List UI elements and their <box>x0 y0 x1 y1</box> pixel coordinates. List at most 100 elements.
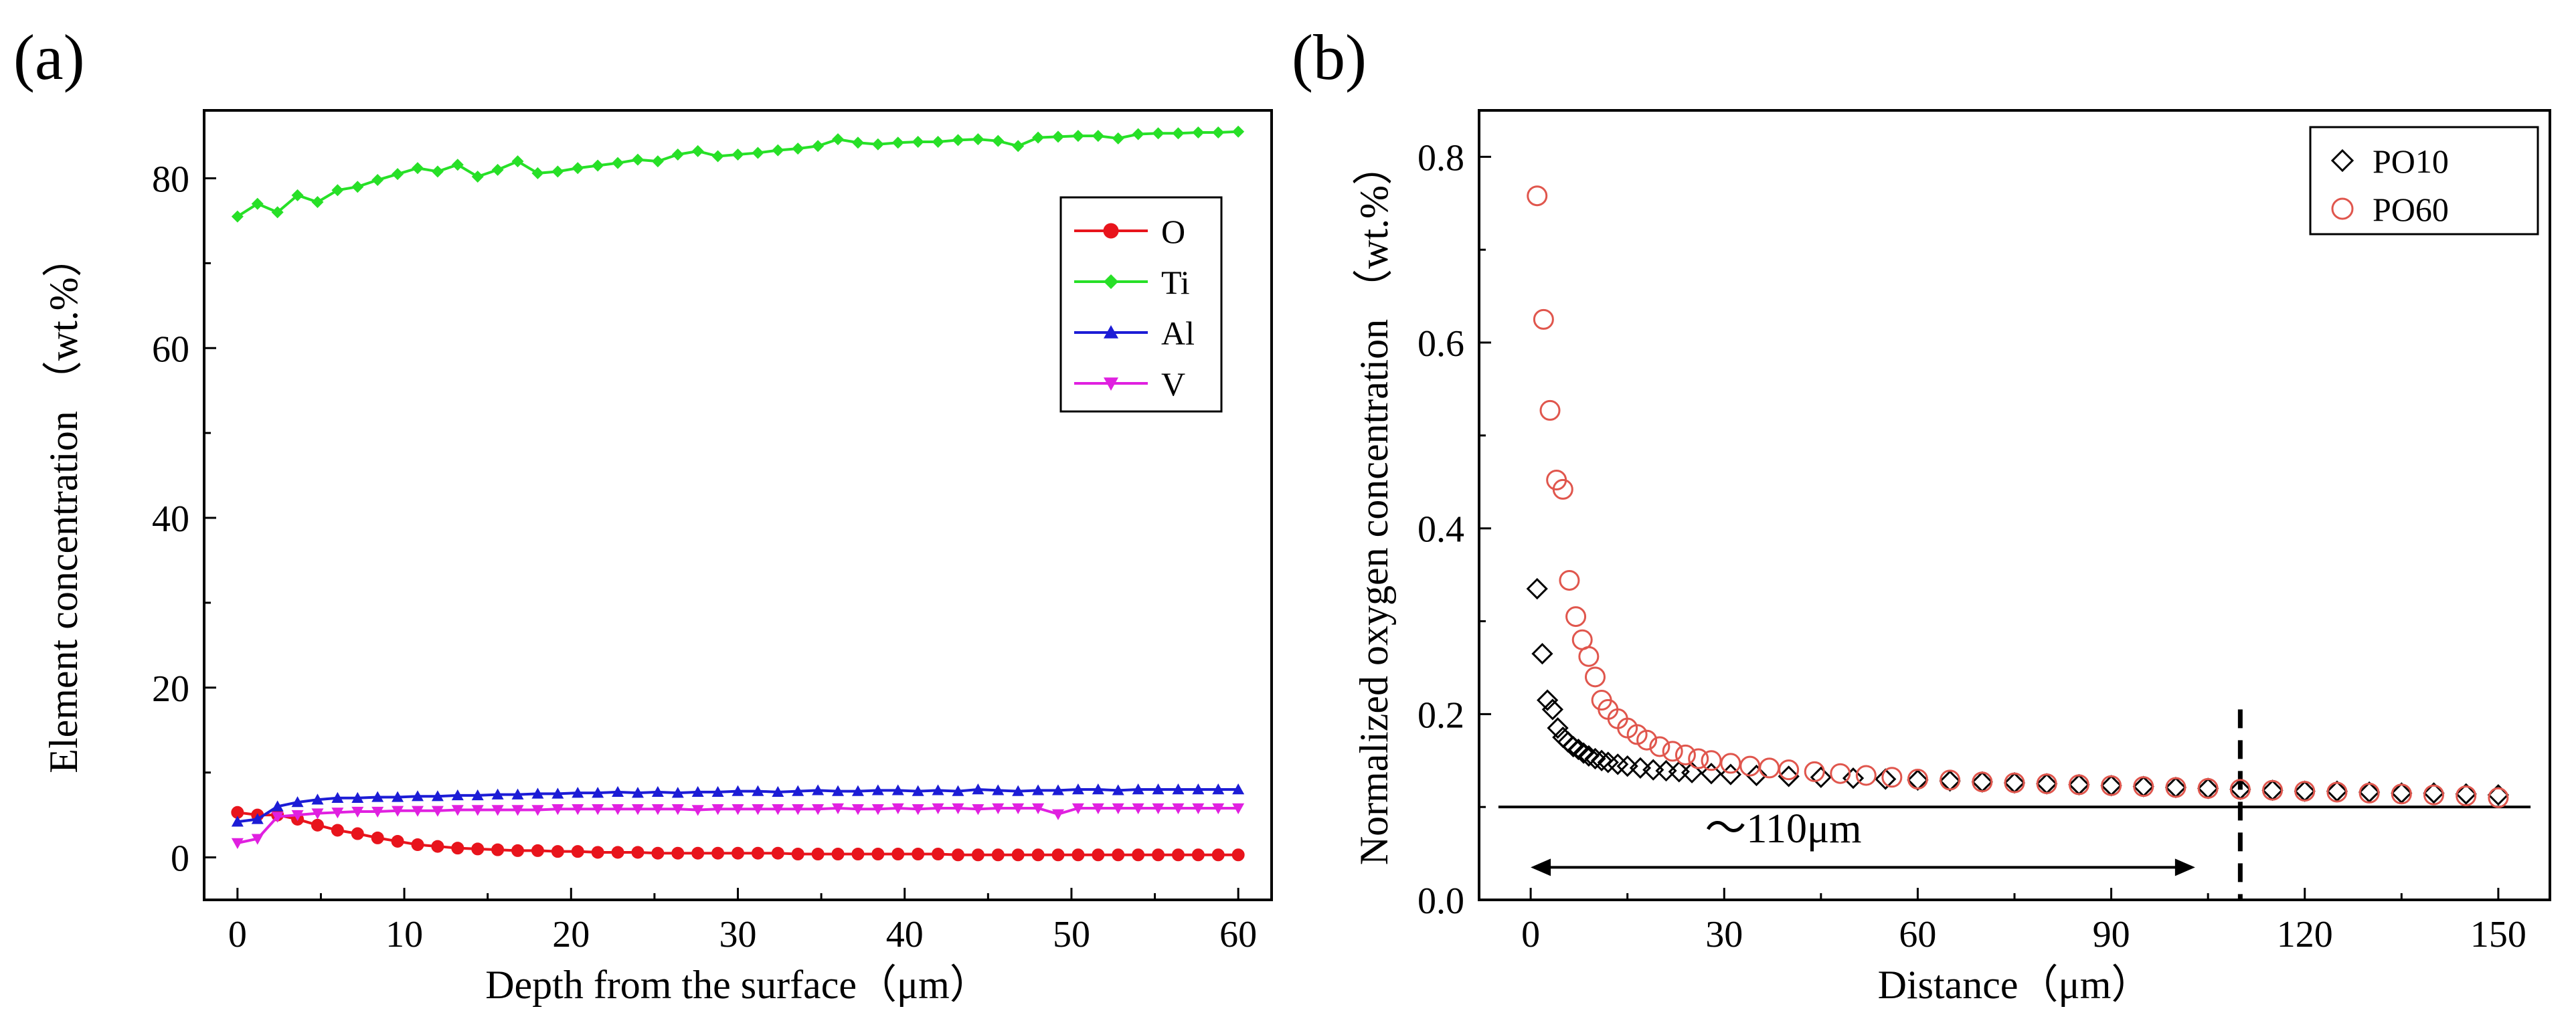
chart-b-y-axis-label: Normalized oxygen concentration （wt.%） <box>1352 145 1396 865</box>
data-point-ti <box>392 168 404 181</box>
chart-a-y-axis-label: Element concentration （wt.%） <box>41 237 86 773</box>
data-point-po60 <box>1778 759 1800 781</box>
data-point-al <box>1052 784 1064 795</box>
data-point-al <box>812 784 825 795</box>
data-point-al <box>671 787 684 798</box>
data-point-v <box>871 804 884 816</box>
chart-a-y-tick-label: 80 <box>152 159 189 201</box>
data-point-ti <box>631 153 644 166</box>
chart-b-ticks: 0 30 60 90 120 150 0.0 0.2 0.4 0.6 0.8 <box>1418 137 2526 955</box>
data-point-v <box>471 805 484 816</box>
data-point-po10 <box>1616 755 1638 777</box>
data-point-po10 <box>1547 717 1569 739</box>
data-point-po60 <box>2036 773 2057 794</box>
data-point-o <box>1132 848 1145 862</box>
chart-a-x-tick-label: 50 <box>1053 914 1090 955</box>
chart-a-x-tick-label: 40 <box>886 914 924 955</box>
data-point-po60 <box>1565 606 1587 628</box>
data-point-al <box>1212 783 1225 795</box>
data-point-o <box>851 847 865 860</box>
data-point-v <box>752 804 764 816</box>
data-point-o <box>551 845 564 858</box>
data-point-al <box>351 791 364 803</box>
chart-a-x-axis-label: Depth from the surface（μm） <box>485 963 990 1007</box>
data-point-v <box>792 804 804 816</box>
data-point-al <box>851 785 864 796</box>
data-point-ti <box>311 196 324 209</box>
data-point-po60 <box>1830 763 1851 784</box>
data-point-al <box>711 785 724 798</box>
data-point-v <box>812 804 825 816</box>
data-point-po60 <box>2326 781 2348 803</box>
data-point-v <box>231 838 244 849</box>
data-point-o <box>611 846 624 859</box>
data-point-al <box>511 788 524 800</box>
chart-a-y-tick-label: 60 <box>152 329 189 370</box>
data-point-al <box>612 785 624 798</box>
data-point-al <box>412 790 424 802</box>
data-point-v <box>952 803 964 814</box>
data-point-o <box>1152 848 1165 862</box>
data-point-po60 <box>1649 736 1670 757</box>
data-point-o <box>1011 848 1025 862</box>
data-point-po60 <box>1940 769 1961 791</box>
data-point-po60 <box>2488 787 2509 808</box>
data-point-v <box>1232 803 1245 814</box>
data-point-v <box>572 804 584 816</box>
data-point-po60 <box>1907 769 1928 790</box>
data-point-al <box>832 785 845 796</box>
data-point-v <box>912 804 924 816</box>
data-point-o <box>1171 848 1185 862</box>
data-point-ti <box>291 189 304 201</box>
data-point-ti <box>592 159 604 172</box>
data-point-o <box>571 845 584 858</box>
data-point-o <box>751 846 764 860</box>
data-point-po60 <box>1804 761 1825 782</box>
data-point-po60 <box>1855 765 1877 786</box>
chart-b-x-axis-label: Distance（μm） <box>1878 963 2152 1007</box>
data-point-v <box>491 805 504 816</box>
data-point-po60 <box>1626 724 1648 745</box>
data-point-ti <box>572 162 584 175</box>
data-point-v <box>592 804 604 816</box>
data-point-o <box>991 848 1005 862</box>
data-point-po60 <box>2294 781 2316 802</box>
chart-b-annotations: ～110μm <box>1498 709 2531 900</box>
data-point-po60 <box>2197 777 2219 799</box>
data-point-po60 <box>1559 569 1580 591</box>
data-point-v <box>331 808 344 819</box>
data-point-ti <box>1132 128 1144 140</box>
data-point-o <box>932 847 945 860</box>
data-point-ti <box>491 163 504 176</box>
data-point-po10 <box>1562 735 1584 758</box>
data-point-o <box>891 847 905 860</box>
data-point-ti <box>952 134 964 147</box>
data-point-v <box>371 806 384 818</box>
data-point-o <box>912 847 925 860</box>
data-point-ti <box>612 157 624 169</box>
data-point-al <box>1132 783 1144 795</box>
data-point-v <box>932 803 944 814</box>
data-point-al <box>1032 784 1045 795</box>
data-point-ti <box>1052 130 1064 143</box>
chart-b-y-tick-label: 0.0 <box>1418 880 1464 922</box>
data-point-ti <box>551 165 564 178</box>
data-point-ti <box>671 148 684 161</box>
data-point-po10 <box>1719 763 1742 785</box>
data-point-al <box>231 816 244 827</box>
chart-b-x-tick-label: 60 <box>1899 914 1936 955</box>
data-point-al <box>732 785 744 796</box>
data-point-ti <box>691 145 704 157</box>
data-point-po60 <box>2456 785 2477 807</box>
data-point-v <box>1112 803 1124 814</box>
data-point-ti <box>271 206 284 219</box>
data-point-ti <box>511 155 524 168</box>
data-point-ti <box>431 165 444 178</box>
data-point-po60 <box>2133 776 2154 798</box>
data-point-v <box>891 803 904 814</box>
legend-label-po60: PO60 <box>2373 191 2449 228</box>
chart-a-ticks: 0 10 20 30 40 50 60 0 20 40 60 80 <box>152 159 1257 955</box>
data-point-al <box>471 789 484 801</box>
legend-marker-po10 <box>2330 149 2354 173</box>
data-point-al <box>752 785 764 796</box>
